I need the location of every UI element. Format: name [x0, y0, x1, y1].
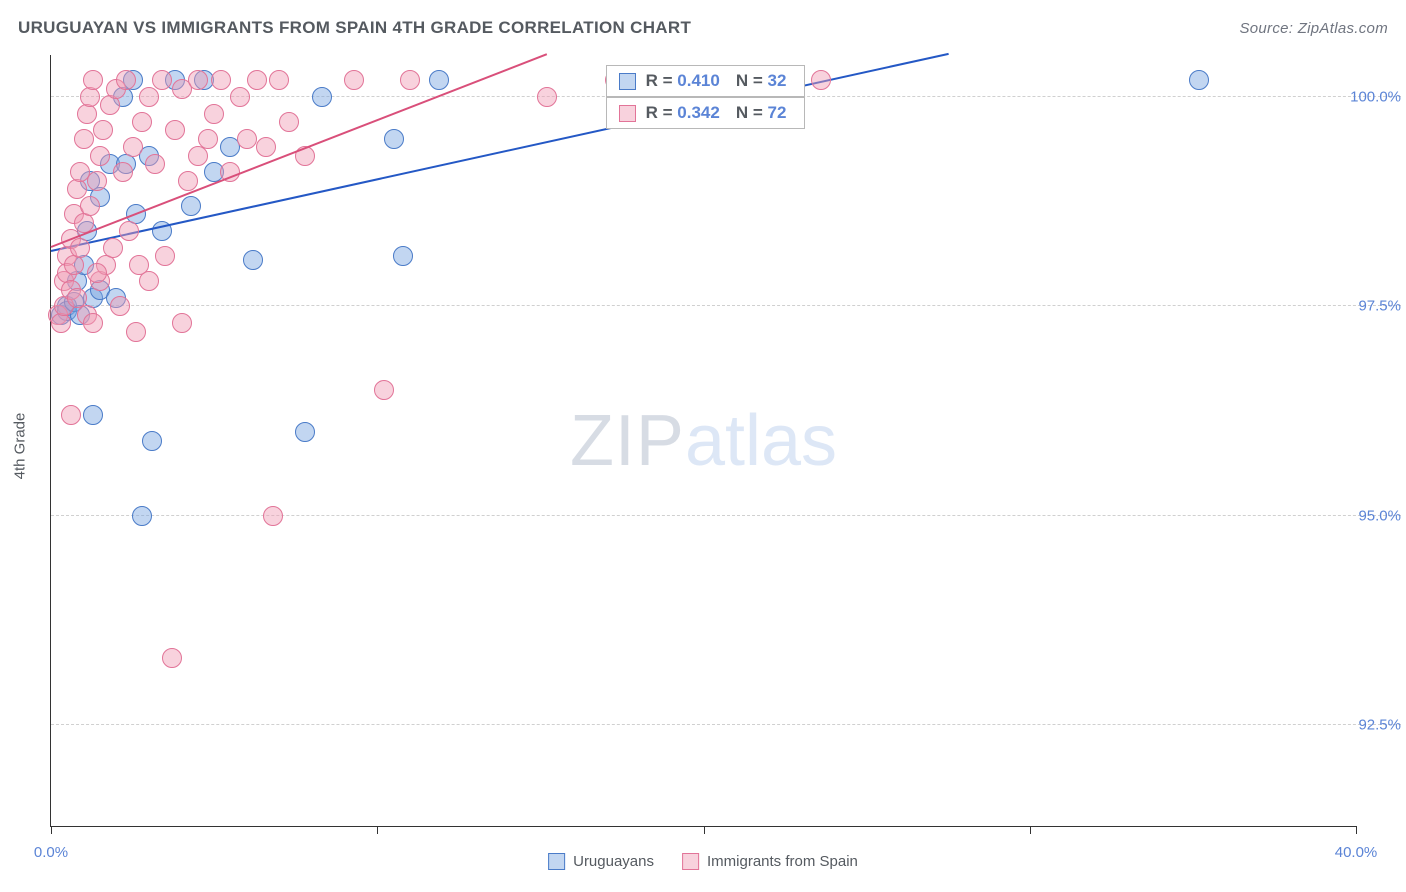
- data-point-spain: [400, 70, 420, 90]
- data-point-spain: [87, 263, 107, 283]
- data-point-spain: [811, 70, 831, 90]
- x-tick: [704, 826, 705, 834]
- data-point-uruguayans: [181, 196, 201, 216]
- data-point-spain: [126, 322, 146, 342]
- chart-title: URUGUAYAN VS IMMIGRANTS FROM SPAIN 4TH G…: [18, 18, 691, 38]
- data-point-spain: [155, 246, 175, 266]
- data-point-spain: [123, 137, 143, 157]
- legend-item-spain: Immigrants from Spain: [682, 853, 858, 870]
- data-point-spain: [139, 87, 159, 107]
- data-point-uruguayans: [1189, 70, 1209, 90]
- x-tick-label: 0.0%: [34, 844, 68, 861]
- r-value-uruguayans: 0.410: [677, 71, 720, 90]
- data-point-spain: [80, 87, 100, 107]
- data-point-uruguayans: [243, 250, 263, 270]
- data-point-spain: [172, 313, 192, 333]
- legend: Uruguayans Immigrants from Spain: [548, 853, 858, 870]
- data-point-uruguayans: [295, 422, 315, 442]
- data-point-spain: [247, 70, 267, 90]
- y-tick-label: 95.0%: [1350, 507, 1401, 524]
- data-point-spain: [70, 238, 90, 258]
- data-point-spain: [113, 162, 133, 182]
- data-point-spain: [269, 70, 289, 90]
- data-point-spain: [116, 70, 136, 90]
- gridline: [51, 305, 1401, 306]
- data-point-spain: [87, 171, 107, 191]
- legend-item-uruguayans: Uruguayans: [548, 853, 654, 870]
- data-point-spain: [80, 196, 100, 216]
- data-point-uruguayans: [83, 405, 103, 425]
- data-point-uruguayans: [142, 431, 162, 451]
- data-point-spain: [74, 129, 94, 149]
- data-point-spain: [537, 87, 557, 107]
- x-tick-label: 40.0%: [1335, 844, 1378, 861]
- stats-box-uruguayans: R = 0.410N = 32: [606, 65, 806, 97]
- data-point-spain: [129, 255, 149, 275]
- r-value-spain: 0.342: [677, 103, 720, 122]
- data-point-spain: [83, 313, 103, 333]
- y-tick-label: 92.5%: [1350, 717, 1401, 734]
- data-point-uruguayans: [312, 87, 332, 107]
- data-point-spain: [263, 506, 283, 526]
- data-point-spain: [90, 146, 110, 166]
- data-point-spain: [237, 129, 257, 149]
- n-value-uruguayans: 32: [767, 71, 786, 90]
- data-point-spain: [67, 179, 87, 199]
- data-point-uruguayans: [429, 70, 449, 90]
- n-value-spain: 72: [767, 103, 786, 122]
- y-axis-label: 4th Grade: [12, 413, 29, 480]
- swatch-spain: [619, 105, 636, 122]
- legend-label-spain: Immigrants from Spain: [707, 853, 858, 870]
- data-point-spain: [145, 154, 165, 174]
- data-point-spain: [51, 313, 71, 333]
- gridline: [51, 724, 1401, 725]
- data-point-spain: [110, 296, 130, 316]
- data-point-uruguayans: [132, 506, 152, 526]
- x-tick: [1030, 826, 1031, 834]
- scatter-plot-area: ZIPatlas 92.5%95.0%97.5%100.0%0.0%40.0%R…: [50, 55, 1356, 827]
- data-point-spain: [204, 104, 224, 124]
- data-point-spain: [93, 120, 113, 140]
- data-point-spain: [119, 221, 139, 241]
- x-tick: [51, 826, 52, 834]
- data-point-spain: [152, 70, 172, 90]
- data-point-spain: [256, 137, 276, 157]
- data-point-spain: [103, 238, 123, 258]
- data-point-spain: [77, 104, 97, 124]
- y-tick-label: 97.5%: [1350, 298, 1401, 315]
- data-point-spain: [83, 70, 103, 90]
- data-point-spain: [344, 70, 364, 90]
- data-point-spain: [198, 129, 218, 149]
- data-point-spain: [162, 648, 182, 668]
- data-point-spain: [139, 271, 159, 291]
- data-point-spain: [374, 380, 394, 400]
- x-tick: [1356, 826, 1357, 834]
- source-citation: Source: ZipAtlas.com: [1239, 20, 1388, 37]
- legend-label-uruguayans: Uruguayans: [573, 853, 654, 870]
- data-point-uruguayans: [384, 129, 404, 149]
- data-point-spain: [165, 120, 185, 140]
- data-point-spain: [178, 171, 198, 191]
- x-tick: [377, 826, 378, 834]
- legend-swatch-spain: [682, 853, 699, 870]
- data-point-spain: [211, 70, 231, 90]
- data-point-spain: [61, 405, 81, 425]
- y-tick-label: 100.0%: [1342, 88, 1401, 105]
- data-point-uruguayans: [393, 246, 413, 266]
- watermark: ZIPatlas: [570, 400, 837, 482]
- data-point-spain: [132, 112, 152, 132]
- swatch-uruguayans: [619, 73, 636, 90]
- data-point-spain: [279, 112, 299, 132]
- legend-swatch-uruguayans: [548, 853, 565, 870]
- gridline: [51, 515, 1401, 516]
- stats-box-spain: R = 0.342N = 72: [606, 97, 806, 129]
- data-point-spain: [188, 70, 208, 90]
- data-point-spain: [230, 87, 250, 107]
